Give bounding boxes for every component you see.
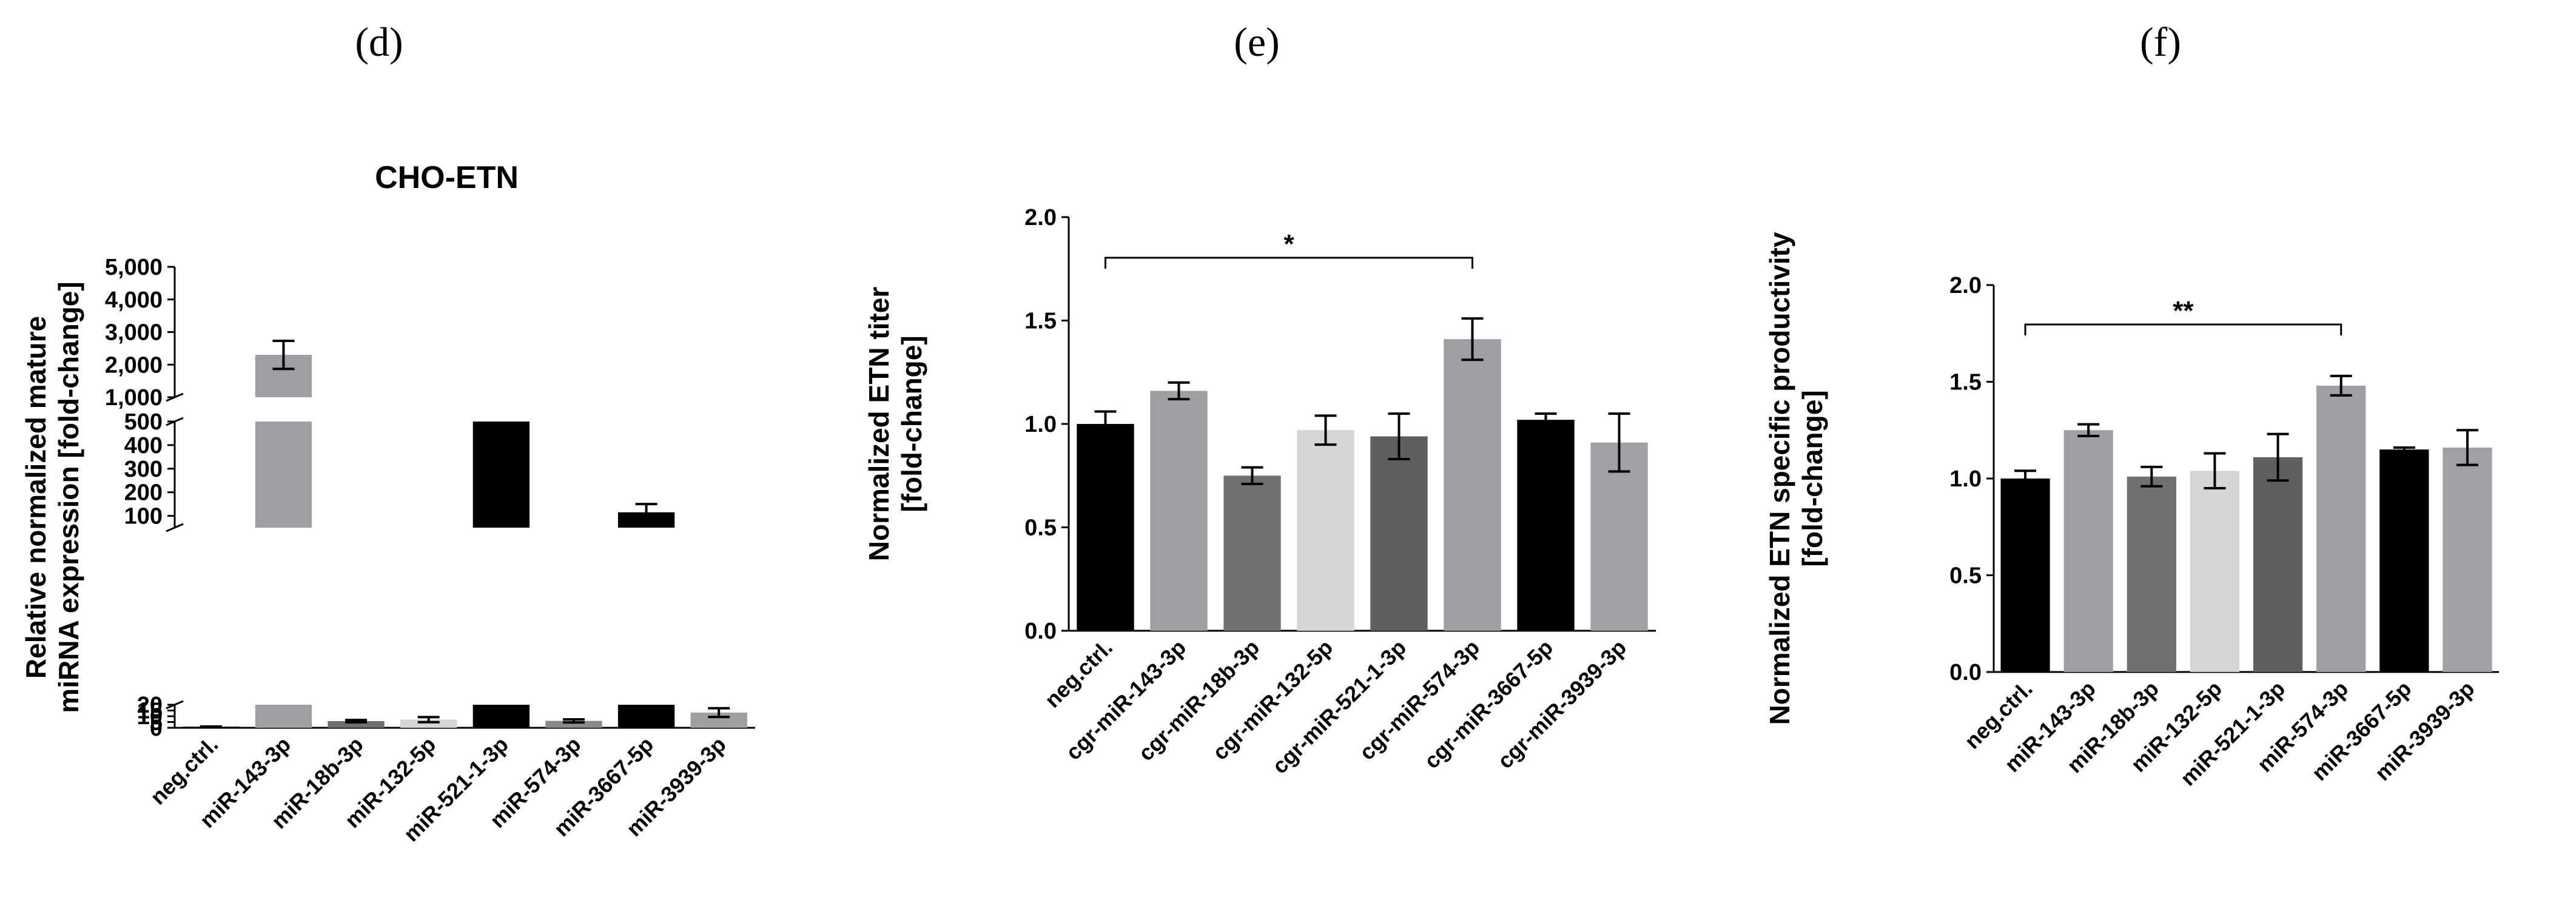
y-tick-label: 20 xyxy=(137,693,163,718)
axis-break-mark xyxy=(166,700,184,710)
y-axis-label: Normalized ETN specific productivity[fol… xyxy=(1764,232,1828,725)
bar xyxy=(255,422,312,528)
significance-label: ** xyxy=(2173,296,2194,326)
bar xyxy=(2253,457,2303,672)
y-tick-label: 0.5 xyxy=(1024,516,1057,541)
y-tick-label: 1,000 xyxy=(105,385,163,411)
y-tick-label: 5 xyxy=(150,710,163,736)
bar xyxy=(2379,449,2429,672)
bar xyxy=(1297,430,1354,631)
y-tick-label: 1.0 xyxy=(1024,412,1057,437)
bar xyxy=(2127,476,2176,672)
y-axis-label: Relative normalized maturemiRNA expressi… xyxy=(20,281,84,713)
x-category-label: neg.ctrl. xyxy=(1040,635,1117,713)
y-tick-label: 0.0 xyxy=(1024,619,1057,644)
significance-bracket xyxy=(2024,323,2342,335)
bar xyxy=(1370,436,1428,631)
y-tick-label: 1.5 xyxy=(1949,370,1982,395)
bar xyxy=(1517,420,1575,631)
significance-label: * xyxy=(1283,229,1294,259)
y-tick-label: 400 xyxy=(124,433,163,459)
y-tick-label: 0.5 xyxy=(1949,563,1982,589)
y-tick-label: 2.0 xyxy=(1949,273,1982,298)
bar xyxy=(2443,447,2492,672)
chart-title: CHO-ETN xyxy=(375,160,519,195)
bar xyxy=(545,721,602,728)
y-tick-label: 1.5 xyxy=(1024,309,1057,334)
bar xyxy=(617,705,675,728)
bar xyxy=(1444,339,1501,631)
bar xyxy=(255,705,312,728)
panel-label-d: (d) xyxy=(355,19,403,65)
y-tick-label: 300 xyxy=(124,457,163,482)
bar xyxy=(1150,391,1208,631)
bar xyxy=(472,422,530,528)
x-category-label: cgr-miR-521-1-3p xyxy=(1267,635,1411,779)
panel-label-e: (e) xyxy=(1234,19,1279,65)
bar xyxy=(472,705,530,728)
x-category-label: cgr-miR-3939-3p xyxy=(1493,635,1631,773)
y-tick-label: 500 xyxy=(124,409,163,435)
bar xyxy=(400,719,457,728)
y-tick-label: 2.0 xyxy=(1024,205,1057,230)
bar xyxy=(1077,424,1134,631)
chart-f: 0.00.51.01.52.0neg.ctrl.miR-143-3pmiR-18… xyxy=(1764,232,2499,791)
bar xyxy=(2063,430,2113,672)
bar xyxy=(1223,475,1281,631)
y-axis-label: Normalized ETN titer[fold-change] xyxy=(863,287,927,562)
y-tick-label: 0.0 xyxy=(1949,660,1982,685)
bar xyxy=(1590,442,1648,631)
y-tick-label: 100 xyxy=(124,504,163,529)
bar xyxy=(2316,385,2366,672)
y-tick-label: 1.0 xyxy=(1949,466,1982,492)
axis-break-mark xyxy=(166,523,184,532)
x-category-label: cgr-miR-3667-5p xyxy=(1419,635,1558,773)
y-tick-label: 3,000 xyxy=(105,320,163,346)
axis-break-mark xyxy=(166,417,184,426)
y-tick-label: 2,000 xyxy=(105,352,163,378)
chart-e: 0.00.51.01.52.0neg.ctrl.cgr-miR-143-3pcg… xyxy=(863,205,1656,779)
bar xyxy=(328,721,385,728)
y-tick-label: 10 xyxy=(137,704,163,730)
axis-break-mark xyxy=(166,392,184,402)
bar xyxy=(2000,479,2050,672)
y-tick-label: 0 xyxy=(150,716,163,741)
y-tick-label: 200 xyxy=(124,480,163,506)
y-tick-label: 5,000 xyxy=(105,255,163,280)
y-tick-label: 15 xyxy=(137,699,163,724)
significance-bracket xyxy=(1105,257,1473,269)
bar xyxy=(2190,471,2240,672)
panel-label-f: (f) xyxy=(2140,19,2181,65)
y-tick-label: 4,000 xyxy=(105,287,163,313)
